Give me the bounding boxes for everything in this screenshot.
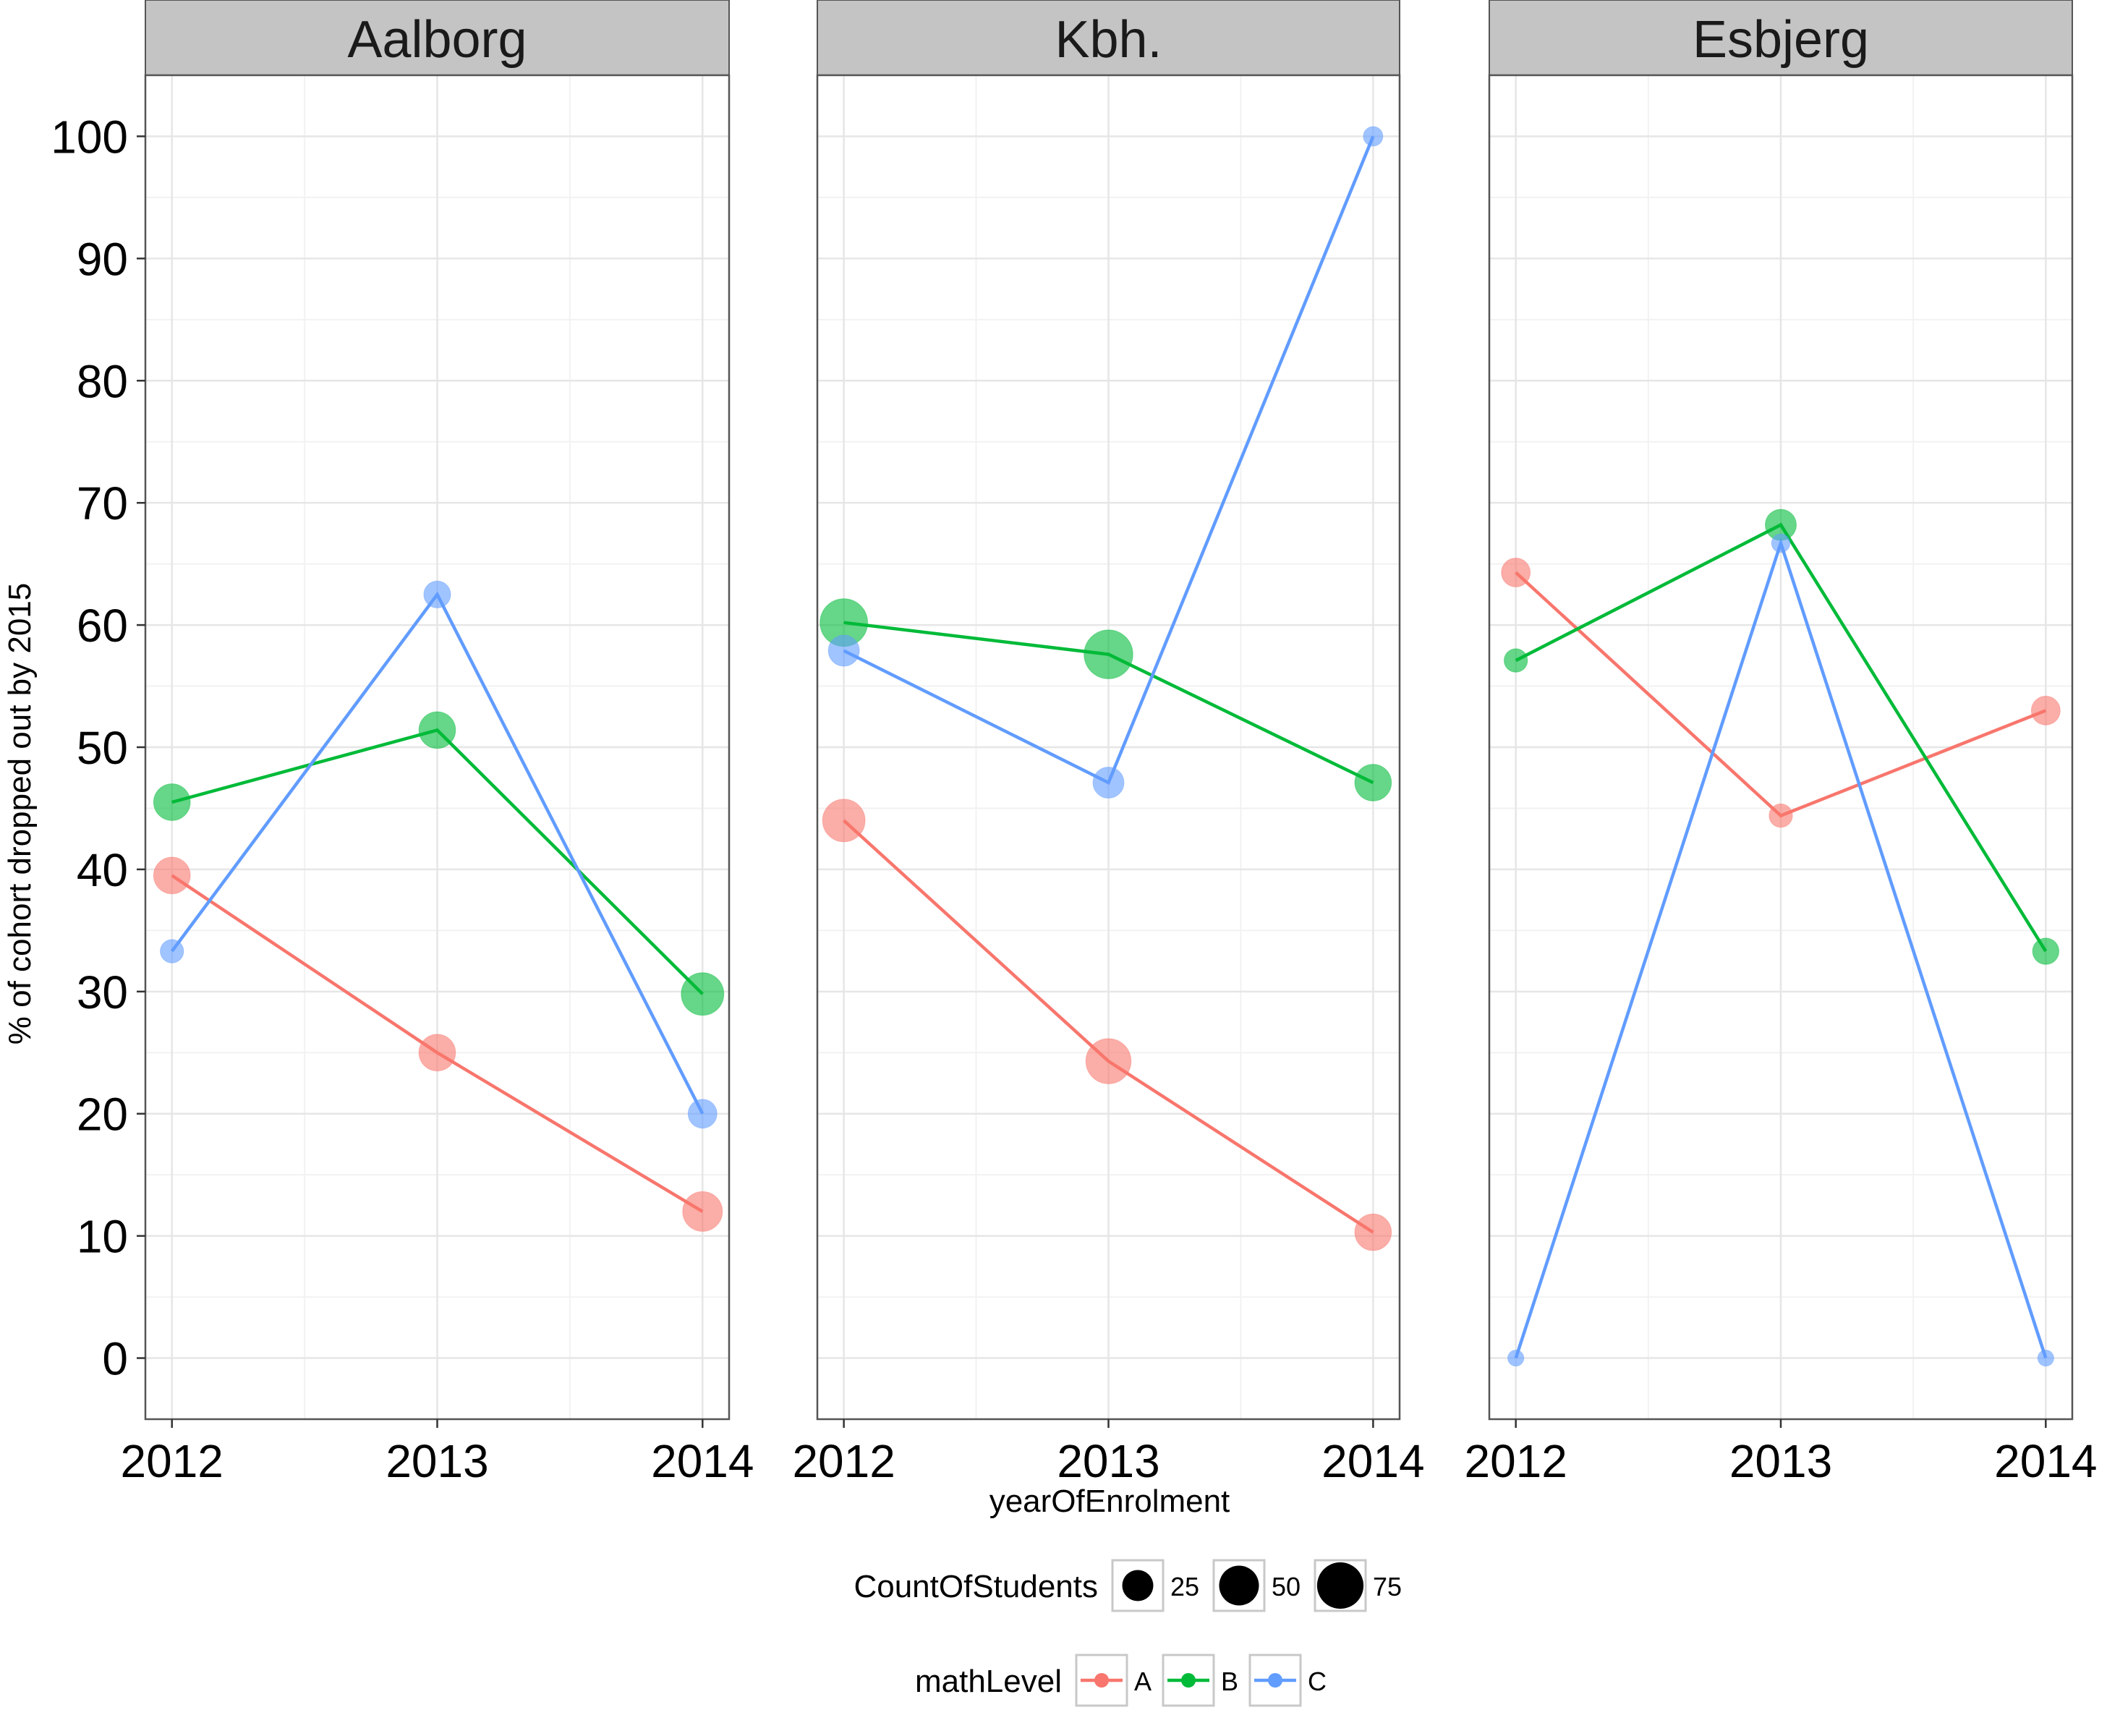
- y-tick-label: 80: [77, 355, 128, 407]
- y-tick-label: 30: [77, 966, 128, 1018]
- x-tick-label: 2014: [1321, 1435, 1424, 1487]
- data-point-c: [1092, 766, 1125, 799]
- color-legend-title: mathLevel: [915, 1664, 1062, 1699]
- data-point-b: [681, 972, 725, 1016]
- facet-strip: [817, 0, 1400, 76]
- size-legend-dot: [1122, 1570, 1154, 1601]
- x-tick-label: 2014: [651, 1435, 754, 1487]
- facet-panels: Aalborg Kbh. Esbjerg: [144, 0, 2074, 1421]
- x-tick-label: 2014: [1994, 1435, 2097, 1487]
- x-tick-label: 2012: [1464, 1435, 1567, 1487]
- y-tick-label: 100: [51, 111, 128, 163]
- data-point-a: [822, 799, 866, 843]
- y-tick-label: 70: [77, 477, 128, 529]
- facet-esbjerg: Esbjerg: [1488, 0, 2074, 1421]
- y-tick-label: 20: [77, 1089, 128, 1141]
- color-legend-dot: [1268, 1673, 1282, 1688]
- x-tick-label: 2013: [1057, 1435, 1159, 1487]
- color-legend-dot: [1181, 1673, 1196, 1688]
- data-point-c: [423, 580, 451, 608]
- facet-kbh: Kbh.: [816, 0, 1401, 1421]
- y-axis-title: % of cohort dropped out by 2015: [2, 583, 38, 1044]
- data-point-a: [1354, 1213, 1392, 1251]
- data-point-a: [2030, 695, 2061, 726]
- size-legend-label: 50: [1272, 1572, 1301, 1601]
- size-legend-label: 25: [1170, 1572, 1199, 1601]
- data-point-b: [153, 783, 191, 821]
- data-point-a: [418, 1034, 456, 1072]
- facet-strip-label: Esbjerg: [1693, 11, 1869, 69]
- data-point-a: [682, 1191, 723, 1232]
- facet-strip-label: Aalborg: [347, 11, 527, 69]
- y-tick-label: 60: [77, 600, 128, 652]
- size-legend-label: 75: [1373, 1572, 1402, 1601]
- facet-aalborg: Aalborg: [144, 0, 731, 1421]
- data-point-b: [2032, 937, 2060, 965]
- color-legend: mathLevel A B C: [915, 1654, 1327, 1707]
- data-point-c: [1507, 1349, 1525, 1367]
- x-tick-label: 2012: [121, 1435, 224, 1487]
- data-point-a: [1501, 557, 1531, 587]
- data-point-b: [1354, 764, 1392, 801]
- facet-strip: [145, 0, 730, 76]
- data-point-c: [827, 634, 860, 667]
- color-legend-label: B: [1221, 1667, 1238, 1696]
- y-axis: 0 10 20 30 40 50 60 70 80 90 100: [51, 111, 145, 1385]
- facet-strip-label: Kbh.: [1055, 11, 1162, 69]
- y-tick-label: 0: [102, 1333, 128, 1385]
- y-tick-label: 40: [77, 844, 128, 896]
- data-point-c: [1771, 533, 1791, 553]
- color-legend-label: C: [1308, 1667, 1327, 1696]
- y-tick-label: 90: [77, 233, 128, 285]
- y-tick-label: 10: [77, 1211, 128, 1263]
- data-point-a: [1768, 803, 1793, 828]
- y-tick-label: 50: [77, 722, 128, 774]
- data-point-b: [418, 711, 456, 749]
- x-axes: 2012 2013 2014 2012 2013 2014 2012 2013 2014: [121, 1419, 2098, 1487]
- size-legend: CountOfStudents 25 50 75: [854, 1559, 1402, 1612]
- color-legend-dot: [1094, 1673, 1109, 1688]
- facet-strip: [1489, 0, 2073, 76]
- data-point-a: [1085, 1038, 1132, 1084]
- size-legend-dot: [1219, 1565, 1259, 1606]
- data-point-c: [160, 939, 184, 963]
- size-legend-title: CountOfStudents: [854, 1569, 1098, 1604]
- data-point-c: [1363, 126, 1384, 147]
- x-tick-label: 2012: [792, 1435, 895, 1487]
- data-point-c: [2037, 1349, 2054, 1367]
- size-legend-dot: [1316, 1562, 1364, 1609]
- x-axis-title: yearOfEnrolment: [989, 1484, 1230, 1519]
- x-tick-label: 2013: [386, 1435, 488, 1487]
- x-tick-label: 2013: [1729, 1435, 1832, 1487]
- size-legend-key: [1111, 1559, 1165, 1612]
- data-point-c: [687, 1099, 718, 1129]
- color-legend-label: A: [1134, 1667, 1152, 1696]
- data-point-a: [153, 856, 191, 895]
- data-point-b: [1504, 648, 1528, 673]
- data-point-b: [1084, 629, 1133, 679]
